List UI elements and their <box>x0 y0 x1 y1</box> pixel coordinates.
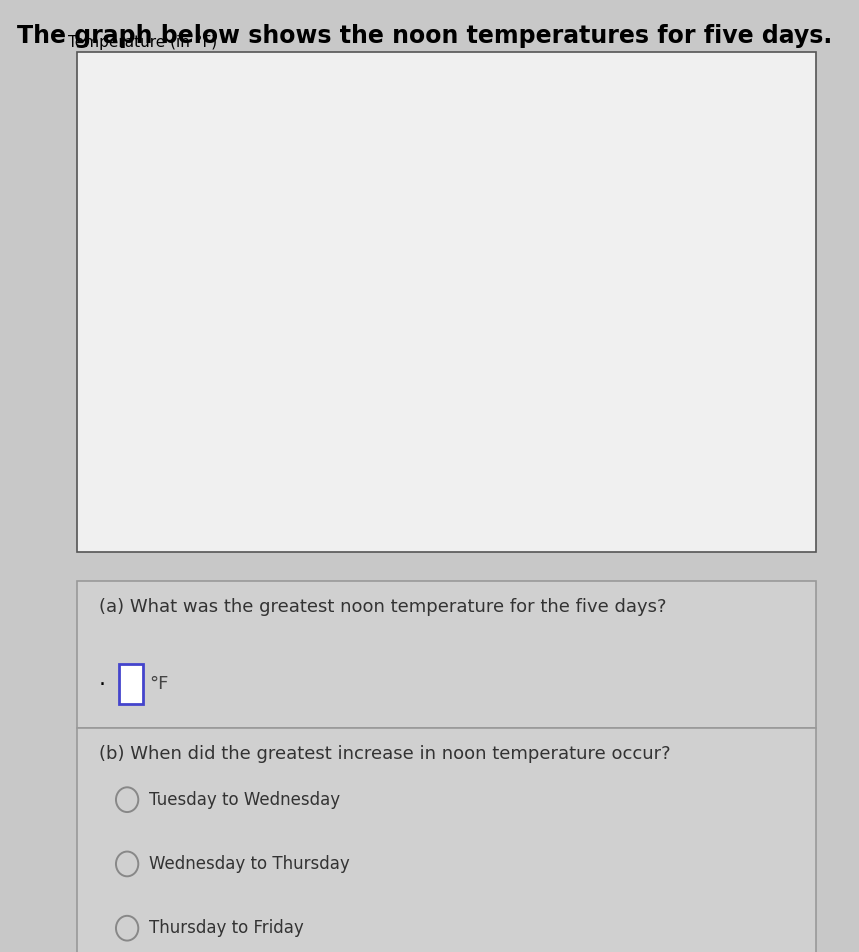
Text: (a) What was the greatest noon temperature for the five days?: (a) What was the greatest noon temperatu… <box>99 598 667 616</box>
Text: ·: · <box>99 675 106 696</box>
Text: Tuesday to Wednesday: Tuesday to Wednesday <box>149 791 339 808</box>
Text: Thursday to Friday: Thursday to Friday <box>149 920 303 937</box>
Text: The graph below shows the noon temperatures for five days.: The graph below shows the noon temperatu… <box>17 24 832 48</box>
Text: °F: °F <box>149 676 169 693</box>
X-axis label: Day: Day <box>466 530 497 545</box>
Text: (b) When did the greatest increase in noon temperature occur?: (b) When did the greatest increase in no… <box>99 745 670 764</box>
Text: Temperature (in °F): Temperature (in °F) <box>68 35 217 50</box>
Text: Wednesday to Thursday: Wednesday to Thursday <box>149 855 350 873</box>
